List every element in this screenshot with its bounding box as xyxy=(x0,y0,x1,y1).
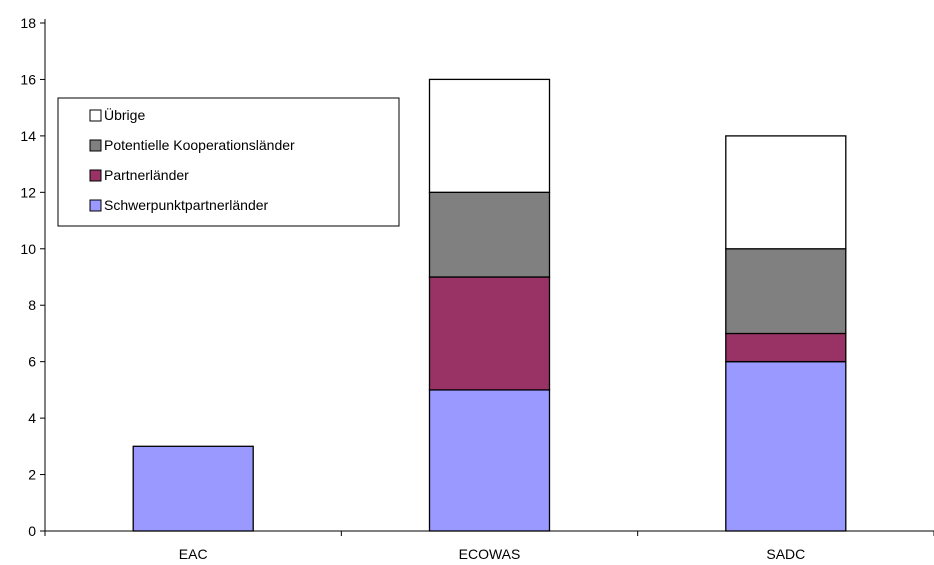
legend-label: Schwerpunktpartnerländer xyxy=(104,197,269,213)
legend-box xyxy=(57,97,400,227)
legend-label: Übrige xyxy=(104,106,145,123)
bar-segment xyxy=(428,276,551,391)
bar-segment xyxy=(725,248,847,335)
legend-label: Potentielle Kooperationsländer xyxy=(104,137,295,153)
y-tick-label: 0 xyxy=(28,523,36,539)
x-tick-label: EAC xyxy=(179,546,208,562)
legend-swatch xyxy=(89,169,102,182)
y-tick-label: 2 xyxy=(28,467,36,483)
x-tick-label: SADC xyxy=(766,546,805,562)
y-tick-label: 10 xyxy=(20,241,36,257)
axes-group: 0 2 4 6 8 10 12 14 16 18 EAC ECOWAS SADC xyxy=(20,15,934,562)
bar-segment xyxy=(725,135,847,250)
y-tick-label: 12 xyxy=(20,184,36,200)
legend-swatch xyxy=(89,139,102,152)
legend-swatch xyxy=(89,199,102,212)
bar-segment xyxy=(132,445,254,532)
bar-segment xyxy=(428,191,551,278)
legend-label: Partnerländer xyxy=(104,167,189,183)
bar-segment xyxy=(428,389,551,532)
bars-group xyxy=(132,78,847,532)
y-tick-label: 4 xyxy=(28,410,36,426)
bar-segment xyxy=(725,332,847,363)
bar-segment xyxy=(428,78,551,193)
x-tick-label: ECOWAS xyxy=(459,546,521,562)
y-tick-label: 18 xyxy=(20,15,36,31)
y-tick-label: 8 xyxy=(28,297,36,313)
legend: Übrige Potentielle Kooperationsländer Part… xyxy=(57,97,400,227)
bar-segment xyxy=(725,361,847,532)
y-tick-label: 16 xyxy=(20,71,36,87)
y-tick-label: 14 xyxy=(20,128,36,144)
legend-swatch xyxy=(89,109,102,122)
y-tick-label: 6 xyxy=(28,354,36,370)
